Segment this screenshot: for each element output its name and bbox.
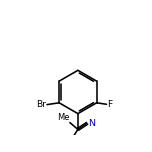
Text: Br: Br [36,100,46,109]
Text: F: F [107,100,112,109]
Text: Me: Me [57,113,69,122]
Text: N: N [88,119,95,128]
